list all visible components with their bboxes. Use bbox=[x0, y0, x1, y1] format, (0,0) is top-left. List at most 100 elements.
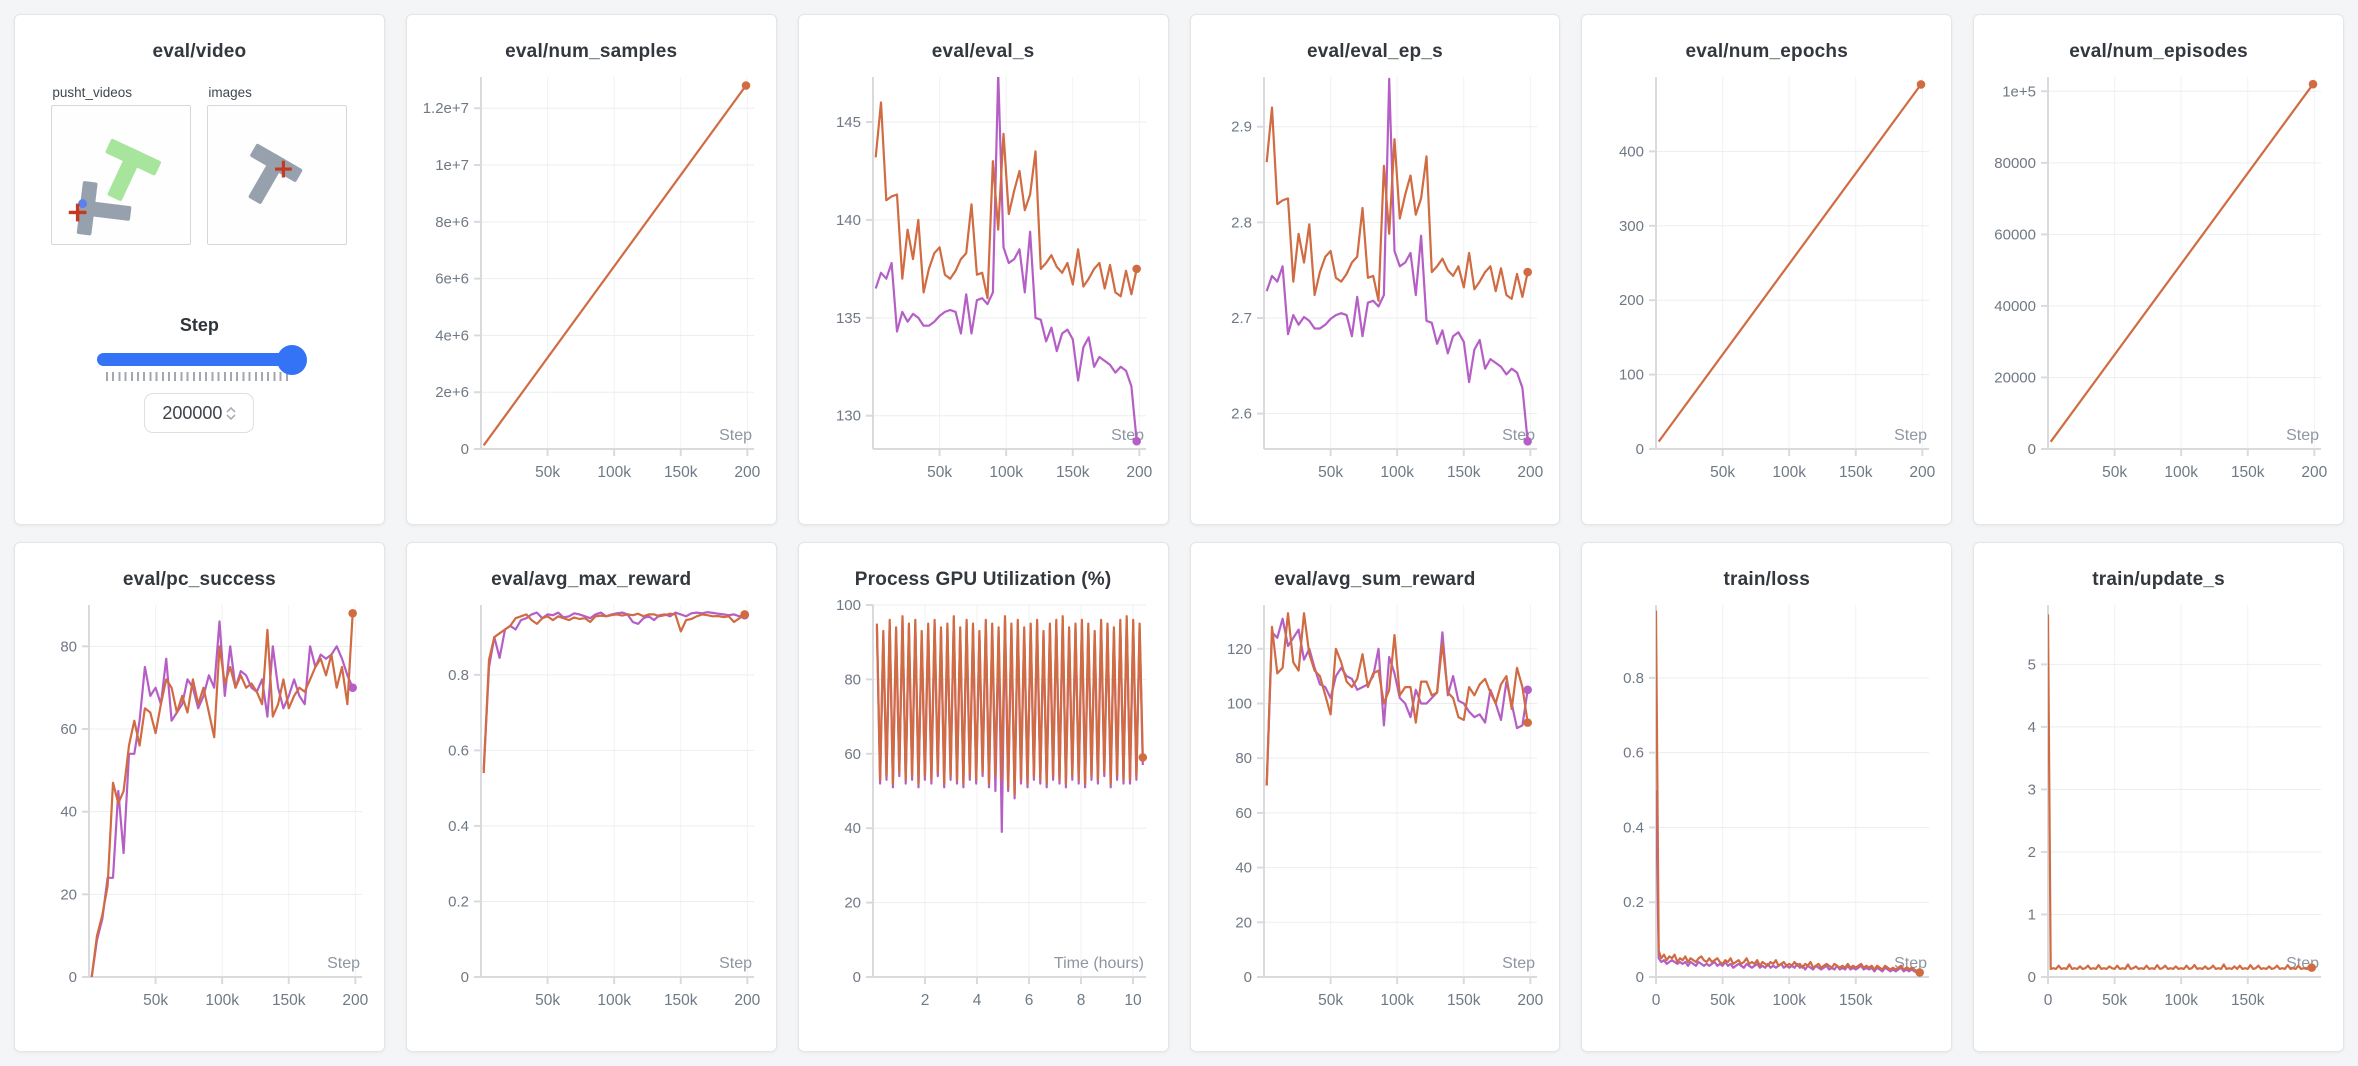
chart-canvas[interactable]: 50k 100k 150k 200 0 0.2 0.4 0.6 0.8 Step bbox=[407, 593, 776, 1052]
panel-gpu-utilization: Process GPU Utilization (%) 2 4 6 8 10 0 20 40 6… bbox=[797, 541, 1169, 1052]
svg-text:0.4: 0.4 bbox=[1623, 819, 1644, 836]
slider-tick-marks bbox=[106, 372, 293, 381]
svg-text:200: 200 bbox=[1126, 464, 1152, 481]
step-slider-heading: Step bbox=[179, 315, 219, 335]
panel-eval-num-episodes: eval/num_episodes 50k 100k 150k 200 0 20000 40… bbox=[1973, 14, 2344, 525]
svg-text:60: 60 bbox=[1236, 804, 1253, 821]
svg-text:1e+5: 1e+5 bbox=[2002, 83, 2036, 100]
panel-eval-avg-max-reward: eval/avg_max_reward 50k 100k 150k 200 0 0.2 0.… bbox=[405, 541, 777, 1052]
chart-canvas[interactable]: 50k 100k 150k 200 0 20 40 60 80 100 120 Step bbox=[1191, 593, 1560, 1052]
svg-text:0.8: 0.8 bbox=[448, 666, 469, 683]
panel-eval-eval-s: eval/eval_s 50k 100k 150k 200 130 135 140 145 St… bbox=[797, 14, 1169, 525]
svg-text:140: 140 bbox=[836, 212, 861, 229]
svg-text:50k: 50k bbox=[2102, 464, 2127, 481]
svg-text:Step: Step bbox=[1502, 955, 1535, 972]
chart-canvas[interactable]: 50k 100k 150k 200 130 135 140 145 Step bbox=[799, 65, 1168, 524]
panel-eval-num-samples: eval/num_samples 50k 100k 150k 200 0 2e+6 4e+6… bbox=[405, 14, 777, 525]
svg-text:100k: 100k bbox=[597, 992, 631, 1009]
svg-text:2.8: 2.8 bbox=[1232, 214, 1253, 231]
svg-text:3: 3 bbox=[2028, 781, 2036, 798]
svg-text:200: 200 bbox=[1518, 464, 1544, 481]
chart-title: eval/avg_max_reward bbox=[491, 568, 692, 590]
svg-text:20: 20 bbox=[60, 886, 77, 903]
step-number-input[interactable]: 200000 bbox=[144, 393, 255, 433]
svg-text:100k: 100k bbox=[2164, 464, 2198, 481]
svg-text:200: 200 bbox=[1518, 992, 1544, 1009]
svg-text:0: 0 bbox=[1244, 969, 1252, 986]
step-slider-thumb[interactable] bbox=[277, 345, 308, 375]
media-thumbnail-pusht-videos[interactable] bbox=[51, 105, 192, 245]
pusht-scene-image bbox=[69, 138, 162, 236]
chart-canvas[interactable]: 2 4 6 8 10 0 20 40 60 80 100 Time (hours) bbox=[799, 593, 1168, 1052]
svg-text:8e+6: 8e+6 bbox=[435, 214, 469, 231]
svg-text:50k: 50k bbox=[1710, 992, 1735, 1009]
chart-title: eval/num_episodes bbox=[2069, 41, 2248, 62]
svg-text:40: 40 bbox=[1236, 859, 1253, 876]
chart-canvas[interactable]: 50k 100k 150k 200 2.6 2.7 2.8 2.9 Step bbox=[1191, 65, 1560, 524]
svg-text:100: 100 bbox=[1619, 367, 1644, 384]
svg-text:50k: 50k bbox=[143, 992, 168, 1009]
svg-text:100k: 100k bbox=[2164, 992, 2198, 1009]
step-slider[interactable] bbox=[97, 345, 308, 381]
panel-eval-video: eval/video pusht_videos bbox=[14, 14, 385, 525]
svg-text:100k: 100k bbox=[1381, 992, 1415, 1009]
svg-text:200: 200 bbox=[1619, 292, 1644, 309]
chart-title: Process GPU Utilization (%) bbox=[854, 568, 1112, 590]
svg-text:150k: 150k bbox=[1839, 992, 1873, 1009]
step-slider-track[interactable] bbox=[97, 345, 308, 375]
svg-text:100k: 100k bbox=[597, 464, 631, 481]
svg-text:60000: 60000 bbox=[1994, 226, 2036, 243]
gray-t-shape bbox=[249, 143, 303, 204]
svg-text:200: 200 bbox=[734, 992, 760, 1009]
chart-canvas[interactable]: 50k 100k 150k 200 0 2e+6 4e+6 6e+6 8e+6 1e+7 1.2e+… bbox=[407, 65, 776, 524]
media-col-pusht-videos: pusht_videos bbox=[51, 85, 192, 245]
svg-text:50k: 50k bbox=[2102, 992, 2127, 1009]
chart-canvas[interactable]: 50k 100k 150k 200 0 100 200 300 400 Step bbox=[1582, 65, 1951, 524]
svg-text:100: 100 bbox=[1227, 695, 1252, 712]
svg-text:100k: 100k bbox=[205, 992, 239, 1009]
chart-title: train/update_s bbox=[2092, 568, 2225, 590]
svg-text:Step: Step bbox=[719, 955, 752, 972]
svg-text:1e+7: 1e+7 bbox=[435, 157, 469, 174]
svg-text:2e+6: 2e+6 bbox=[435, 384, 469, 401]
svg-text:200: 200 bbox=[734, 464, 760, 481]
svg-text:0.8: 0.8 bbox=[1623, 669, 1644, 686]
svg-text:1: 1 bbox=[2028, 906, 2036, 923]
chart-title: eval/pc_success bbox=[122, 568, 276, 590]
svg-text:Time (hours): Time (hours) bbox=[1053, 955, 1143, 972]
chart-canvas[interactable]: 0 50k 100k 150k 0 1 2 3 4 5 Step bbox=[1974, 593, 2343, 1052]
media-thumbnail-images[interactable] bbox=[207, 105, 348, 245]
svg-text:100: 100 bbox=[836, 597, 861, 614]
stepper-up-icon[interactable] bbox=[226, 406, 237, 413]
svg-text:50k: 50k bbox=[1710, 464, 1735, 481]
panel-eval-avg-sum-reward: eval/avg_sum_reward 50k 100k 150k 200 0 20 40 6… bbox=[1189, 541, 1561, 1052]
stepper-down-icon[interactable] bbox=[226, 413, 237, 420]
svg-text:2: 2 bbox=[920, 992, 929, 1009]
svg-text:100k: 100k bbox=[1773, 992, 1807, 1009]
goal-cross-icon bbox=[275, 160, 293, 178]
svg-text:150k: 150k bbox=[664, 992, 698, 1009]
panel-eval-pc-success: eval/pc_success 50k 100k 150k 200 0 20 40 60 80 S… bbox=[14, 541, 385, 1052]
svg-text:200: 200 bbox=[1910, 464, 1936, 481]
svg-text:5: 5 bbox=[2028, 656, 2036, 673]
svg-text:200: 200 bbox=[2301, 464, 2327, 481]
svg-text:Step: Step bbox=[327, 955, 360, 972]
svg-text:80: 80 bbox=[60, 638, 77, 655]
svg-text:2: 2 bbox=[2028, 843, 2036, 860]
step-value[interactable]: 200000 bbox=[162, 402, 223, 423]
chart-title: eval/num_epochs bbox=[1685, 41, 1848, 62]
chart-canvas[interactable]: 0 50k 100k 150k 0 0.2 0.4 0.6 0.8 Step bbox=[1582, 593, 1951, 1052]
gray-t-shape bbox=[77, 181, 132, 236]
chart-title: train/loss bbox=[1723, 568, 1810, 590]
svg-text:150k: 150k bbox=[1839, 464, 1873, 481]
svg-text:40000: 40000 bbox=[1994, 298, 2036, 315]
chart-title: eval/num_samples bbox=[505, 41, 678, 62]
chart-title: eval/eval_s bbox=[931, 41, 1035, 62]
svg-text:0.2: 0.2 bbox=[448, 893, 469, 910]
chart-canvas[interactable]: 50k 100k 150k 200 0 20000 40000 60000 80000 1e+5 S… bbox=[1974, 65, 2343, 524]
svg-text:80000: 80000 bbox=[1994, 155, 2036, 172]
media-row: pusht_videos bbox=[51, 85, 348, 245]
chart-canvas[interactable]: 50k 100k 150k 200 0 20 40 60 80 Step bbox=[15, 593, 384, 1052]
svg-text:100k: 100k bbox=[989, 464, 1023, 481]
